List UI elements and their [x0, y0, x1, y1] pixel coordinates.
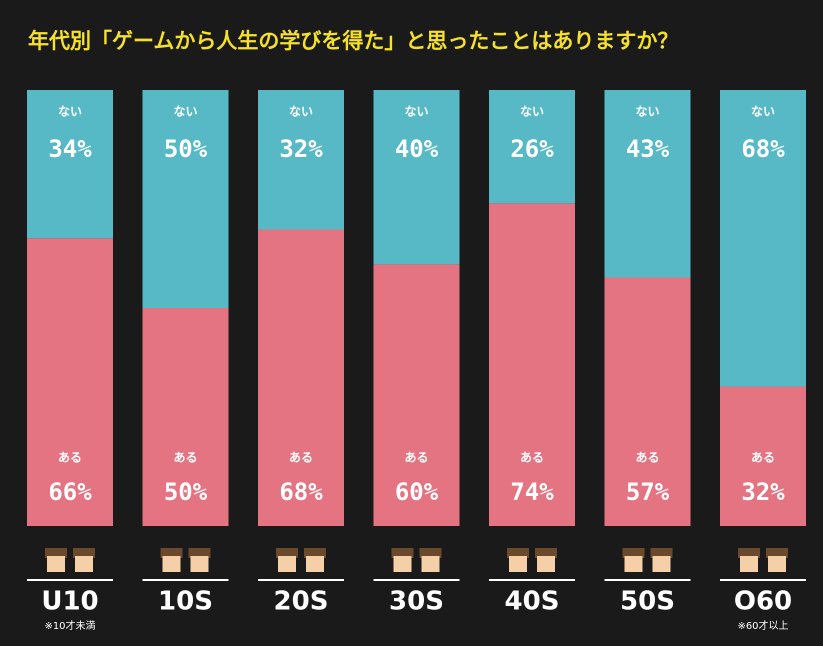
value-label: 68%: [741, 135, 785, 163]
value-label: 50%: [164, 478, 208, 506]
bar-segment: [373, 264, 460, 526]
category-label: O60: [734, 587, 792, 617]
segment-name: ない: [751, 105, 775, 119]
icon-hair: [276, 548, 298, 558]
icon-face: [306, 556, 324, 572]
bar-segment: [27, 238, 113, 527]
icon-face: [278, 556, 296, 572]
category-label: U10: [41, 587, 98, 617]
segment-name: ない: [520, 105, 544, 119]
bar-segment: [489, 203, 575, 527]
category-note: ※10才未満: [44, 619, 95, 632]
value-label: 60%: [395, 478, 439, 506]
icon-hair: [160, 548, 183, 558]
icon-hair: [391, 548, 414, 558]
segment-name: ない: [173, 105, 197, 119]
icon-face: [162, 556, 181, 572]
value-label: 34%: [48, 135, 92, 163]
segment-name: ある: [58, 451, 82, 465]
bar-segment: [720, 386, 806, 526]
icon-face: [740, 556, 758, 572]
value-label: 57%: [626, 478, 670, 506]
bar-segment: [373, 90, 460, 265]
value-label: 74%: [510, 478, 554, 506]
icon-hair: [45, 548, 67, 558]
value-label: 26%: [510, 135, 554, 163]
bar-segment: [142, 308, 229, 526]
icon-face: [537, 556, 555, 572]
bar-segment: [489, 90, 575, 204]
bar-segment: [604, 90, 691, 278]
icon-face: [393, 556, 412, 572]
icon-face: [509, 556, 527, 572]
icon-face: [768, 556, 786, 572]
icon-hair: [535, 548, 557, 558]
segment-name: ある: [751, 451, 775, 465]
value-label: 40%: [395, 135, 439, 163]
icon-face: [624, 556, 643, 572]
category-label: 50S: [620, 587, 675, 617]
segment-name: ない: [289, 105, 313, 119]
icon-face: [47, 556, 65, 572]
segment-name: ある: [404, 451, 428, 465]
value-label: 68%: [279, 478, 323, 506]
segment-name: ある: [635, 451, 659, 465]
icon-hair: [73, 548, 95, 558]
icon-hair: [738, 548, 760, 558]
bar-segment: [604, 277, 691, 526]
value-label: 50%: [164, 135, 208, 163]
value-label: 32%: [279, 135, 323, 163]
value-label: 32%: [741, 478, 785, 506]
icon-hair: [188, 548, 211, 558]
category-label: 20S: [274, 587, 329, 617]
icon-hair: [419, 548, 442, 558]
segment-name: ない: [404, 105, 428, 119]
chart-title: 年代別「ゲームから人生の学びを得た」と思ったことはありますか？: [28, 29, 678, 53]
icon-hair: [507, 548, 529, 558]
segment-name: ない: [58, 105, 82, 119]
bar-segment: [720, 90, 806, 387]
segment-name: ある: [289, 451, 313, 465]
icon-hair: [304, 548, 326, 558]
icon-face: [75, 556, 93, 572]
bar-segment: [27, 90, 113, 239]
category-label: 10S: [158, 587, 213, 617]
icon-hair: [766, 548, 788, 558]
bar-segment: [142, 90, 229, 308]
value-label: 66%: [48, 478, 92, 506]
icon-hair: [622, 548, 645, 558]
bar-segment: [258, 90, 344, 230]
category-label: 30S: [389, 587, 444, 617]
segment-name: ある: [520, 451, 544, 465]
value-label: 43%: [626, 135, 670, 163]
category-note: ※60才以上: [737, 619, 788, 632]
icon-face: [190, 556, 209, 572]
icon-face: [421, 556, 440, 572]
bar-segment: [258, 229, 344, 526]
segment-name: ない: [635, 105, 659, 119]
icon-face: [652, 556, 671, 572]
icon-hair: [650, 548, 673, 558]
segment-name: ある: [173, 451, 197, 465]
category-label: 40S: [505, 587, 560, 617]
